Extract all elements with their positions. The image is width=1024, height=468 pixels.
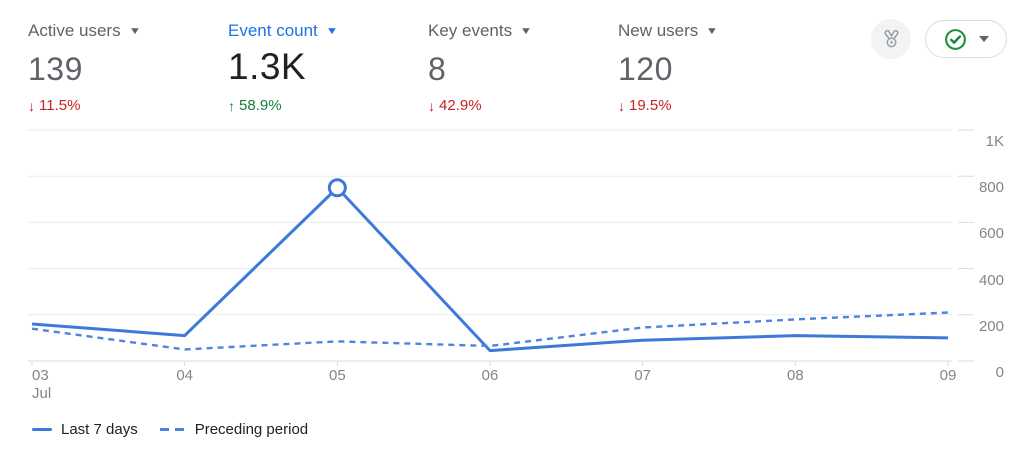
y-tick-label: 600 [978,225,1004,243]
arrow-down-icon: ↓ [618,97,625,114]
metric-label-text: Key events [428,21,513,40]
series-line-last-7-days [31,186,949,353]
dashed-line-swatch-icon [159,428,186,431]
series-line-preceding-period [31,311,949,351]
benchmarking-button[interactable] [871,19,911,59]
metric-value: 1.3K [228,46,307,87]
metric-label[interactable]: Active users ▼ [28,20,141,42]
metric-label-text: New users [618,21,699,40]
metric-label[interactable]: New users ▼ [618,20,719,42]
x-tick-label: 08 [786,367,804,384]
metric-event-count[interactable]: Event count ▼ 1.3K ↑ 58.9% [228,20,339,114]
chevron-down-icon: ▼ [519,25,533,37]
x-tick-label: 07 [634,367,651,384]
y-tick-label: 0 [995,364,1004,381]
arrow-down-icon: ↓ [428,97,435,114]
metric-change-text: 42.9% [439,97,482,114]
arrow-up-icon: ↑ [228,97,235,114]
chart-legend: Last 7 days Preceding period [32,421,308,438]
legend-item-preceding-period: Preceding period [159,421,309,438]
x-tick-label: 03 [32,367,49,384]
x-tick-label: 05 [328,367,346,384]
metric-label-text: Event count [228,21,318,40]
metric-key-events[interactable]: Key events ▼ 8 ↓ 42.9% [428,20,533,114]
metric-label-text: Active users [28,21,121,40]
solid-line-swatch-icon [32,428,52,431]
y-tick-label: 1K [985,133,1004,150]
metric-label[interactable]: Event count ▼ [228,20,339,42]
y-tick-label: 800 [978,179,1004,197]
legend-label: Preceding period [194,421,309,438]
legend-label: Last 7 days [61,421,138,438]
chevron-down-icon: ▼ [325,25,339,37]
chevron-down-icon: ▼ [128,25,141,37]
metric-label[interactable]: Key events ▼ [428,20,533,42]
data-point-marker[interactable] [327,178,347,198]
arrow-down-icon: ↓ [28,97,35,114]
legend-item-last-7-days: Last 7 days [32,421,138,438]
metric-active-users[interactable]: Active users ▼ 139 ↓ 11.5% [28,20,141,114]
metric-value: 139 [28,51,83,87]
x-tick-label: 04 [176,367,193,384]
metric-change-text: 58.9% [239,97,282,114]
data-quality-button[interactable] [925,20,1007,58]
medal-icon [883,29,899,47]
metric-new-users[interactable]: New users ▼ 120 ↓ 19.5% [618,20,719,114]
x-tick-label: 06 [481,367,499,384]
metric-value: 120 [618,51,673,87]
metric-change-text: 11.5% [39,97,81,114]
metric-change: ↓ 11.5% [28,97,140,114]
metric-change: ↑ 58.9% [228,97,337,114]
chevron-down-icon: ▼ [705,25,719,37]
y-tick-label: 400 [978,271,1004,289]
x-tick-label: 09 [939,367,957,384]
y-tick-label: 200 [978,317,1004,335]
metric-change-text: 19.5% [629,97,672,114]
metric-value: 8 [428,51,447,87]
x-axis-month-label: Jul [32,385,52,402]
chevron-down-icon [979,36,989,42]
metric-change: ↓ 42.9% [428,97,531,114]
check-circle-icon [945,28,966,50]
metric-change: ↓ 19.5% [618,97,717,114]
